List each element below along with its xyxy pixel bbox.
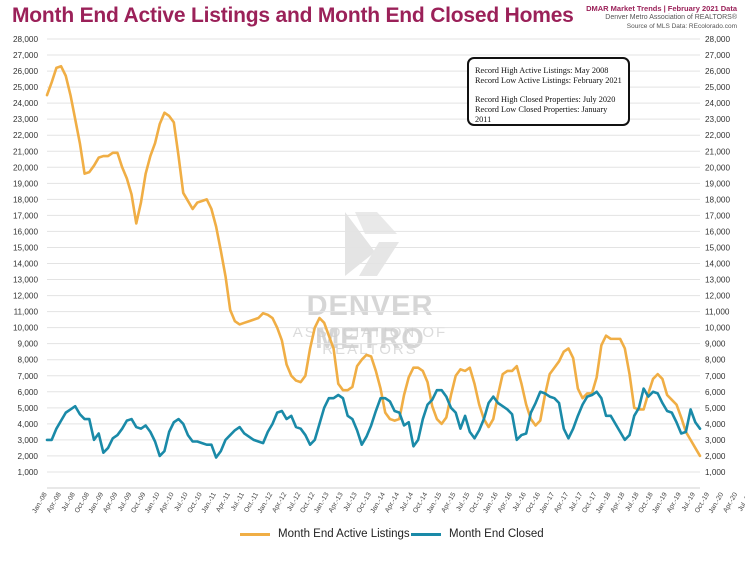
y-tick-label-left: 22,000 bbox=[13, 131, 38, 140]
series-line-closed bbox=[45, 387, 702, 459]
legend-label-closed: Month End Closed bbox=[449, 528, 544, 540]
y-tick-label-right: 10,000 bbox=[705, 324, 730, 333]
y-tick-label-left: 15,000 bbox=[13, 243, 38, 252]
records-callout: Record High Active Listings: May 2008 Re… bbox=[467, 57, 630, 126]
y-tick-label-right: 14,000 bbox=[705, 260, 730, 269]
y-tick-label-right: 26,000 bbox=[705, 67, 730, 76]
x-tick-label: Jul.-20 bbox=[737, 491, 745, 512]
legend-swatch-closed bbox=[411, 532, 441, 536]
y-tick-label-left: 2,000 bbox=[18, 452, 39, 461]
y-tick-label-right: 6,000 bbox=[705, 388, 726, 397]
y-axis-left: 1,000 2,000 3,000 4,000 5,000 6,000 7,000 8,000… bbox=[13, 35, 38, 477]
x-tick-label: Apr.-17 bbox=[553, 491, 570, 514]
y-tick-label-right: 27,000 bbox=[705, 51, 730, 60]
y-tick-label-right: 9,000 bbox=[705, 340, 726, 349]
y-tick-label-left: 17,000 bbox=[13, 211, 38, 220]
x-tick-label: Apr.-13 bbox=[328, 491, 345, 514]
y-tick-label-right: 21,000 bbox=[705, 147, 730, 156]
y-tick-label-left: 3,000 bbox=[18, 436, 39, 445]
y-tick-label-left: 24,000 bbox=[13, 99, 38, 108]
x-tick-label: Apr.-15 bbox=[440, 491, 457, 514]
y-tick-label-left: 23,000 bbox=[13, 115, 38, 124]
y-tick-label-right: 24,000 bbox=[705, 99, 730, 108]
y-axis-right: 1,000 2,000 3,000 4,000 5,000 6,000 7,000 8,000… bbox=[705, 35, 730, 477]
x-tick-label: Apr.-10 bbox=[159, 491, 176, 514]
y-tick-label-left: 26,000 bbox=[13, 67, 38, 76]
callout-line-4: Record Low Closed Properties: January 20… bbox=[475, 105, 608, 124]
branding-line-1: DMAR Market Trends | February 2021 Data bbox=[586, 4, 737, 13]
y-tick-label-left: 6,000 bbox=[18, 388, 39, 397]
page-title: Month End Active Listings and Month End … bbox=[12, 4, 574, 27]
y-tick-label-left: 13,000 bbox=[13, 276, 38, 285]
x-tick-label: Apr.-09 bbox=[102, 491, 119, 514]
y-tick-label-left: 18,000 bbox=[13, 195, 38, 204]
y-tick-label-right: 15,000 bbox=[705, 243, 730, 252]
series-lines bbox=[45, 64, 702, 459]
y-tick-label-right: 2,000 bbox=[705, 452, 726, 461]
y-tick-label-left: 12,000 bbox=[13, 292, 38, 301]
y-tick-label-right: 18,000 bbox=[705, 195, 730, 204]
y-tick-label-left: 16,000 bbox=[13, 227, 38, 236]
y-tick-label-right: 25,000 bbox=[705, 83, 730, 92]
callout-line-2: Record Low Active Listings: February 202… bbox=[475, 76, 622, 85]
branding-line-3: Source of MLS Data: REcolorado.com bbox=[626, 23, 737, 30]
callout-line-3: Record High Closed Properties: July 2020 bbox=[475, 95, 616, 104]
y-tick-label-right: 12,000 bbox=[705, 292, 730, 301]
x-axis: Jan.-08Apr.-08Jul.-08Oct.-08Jan.-09Apr.-… bbox=[31, 491, 745, 514]
y-tick-label-left: 21,000 bbox=[13, 147, 38, 156]
x-tick-label: Apr.-16 bbox=[497, 491, 514, 514]
x-tick-label: Apr.-18 bbox=[610, 491, 627, 514]
y-tick-label-right: 22,000 bbox=[705, 131, 730, 140]
y-tick-label-left: 8,000 bbox=[18, 356, 39, 365]
callout-line-1: Record High Active Listings: May 2008 bbox=[475, 66, 609, 75]
branding-line-2: Denver Metro Association of REALTORS® bbox=[605, 14, 737, 21]
y-tick-label-right: 19,000 bbox=[705, 179, 730, 188]
y-tick-label-left: 1,000 bbox=[18, 468, 39, 477]
y-tick-label-right: 28,000 bbox=[705, 35, 730, 44]
y-tick-label-right: 4,000 bbox=[705, 420, 726, 429]
y-tick-label-right: 8,000 bbox=[705, 356, 726, 365]
y-tick-label-right: 7,000 bbox=[705, 372, 726, 381]
y-tick-label-left: 11,000 bbox=[14, 308, 39, 317]
legend-item-active: Month End Active Listings bbox=[240, 528, 410, 540]
y-tick-label-right: 1,000 bbox=[705, 468, 726, 477]
y-tick-label-right: 13,000 bbox=[705, 276, 730, 285]
x-tick-label: Apr.-20 bbox=[722, 491, 739, 514]
y-tick-label-right: 3,000 bbox=[705, 436, 726, 445]
x-tick-label: Apr.-14 bbox=[384, 491, 401, 514]
y-tick-label-right: 16,000 bbox=[705, 227, 730, 236]
y-tick-label-right: 5,000 bbox=[705, 404, 726, 413]
legend: Month End Active Listings Month End Clos… bbox=[0, 528, 745, 548]
legend-item-closed: Month End Closed bbox=[411, 528, 544, 540]
y-tick-label-left: 27,000 bbox=[13, 51, 38, 60]
x-tick-label: Apr.-12 bbox=[271, 491, 288, 514]
branding-block: DMAR Market Trends | February 2021 Data … bbox=[586, 4, 737, 31]
y-tick-label-left: 5,000 bbox=[18, 404, 39, 413]
legend-label-active: Month End Active Listings bbox=[278, 528, 410, 540]
y-tick-label-right: 20,000 bbox=[705, 163, 730, 172]
y-tick-label-left: 14,000 bbox=[13, 260, 38, 269]
y-tick-label-left: 20,000 bbox=[13, 163, 38, 172]
x-tick-label: Apr.-11 bbox=[215, 491, 232, 513]
legend-swatch-active bbox=[240, 532, 270, 536]
y-tick-label-left: 9,000 bbox=[18, 340, 39, 349]
y-tick-label-right: 23,000 bbox=[705, 115, 730, 124]
y-tick-label-left: 28,000 bbox=[13, 35, 38, 44]
y-tick-label-left: 19,000 bbox=[13, 179, 38, 188]
x-tick-label: Apr.-08 bbox=[46, 491, 63, 514]
y-tick-label-left: 10,000 bbox=[13, 324, 38, 333]
series-line-active-listings bbox=[45, 64, 702, 458]
y-tick-label-right: 17,000 bbox=[705, 211, 730, 220]
y-tick-label-right: 11,000 bbox=[705, 308, 730, 317]
x-tick-label: Apr.-19 bbox=[666, 491, 683, 514]
y-tick-label-left: 7,000 bbox=[18, 372, 39, 381]
y-tick-label-left: 25,000 bbox=[13, 83, 38, 92]
y-tick-label-left: 4,000 bbox=[18, 420, 39, 429]
